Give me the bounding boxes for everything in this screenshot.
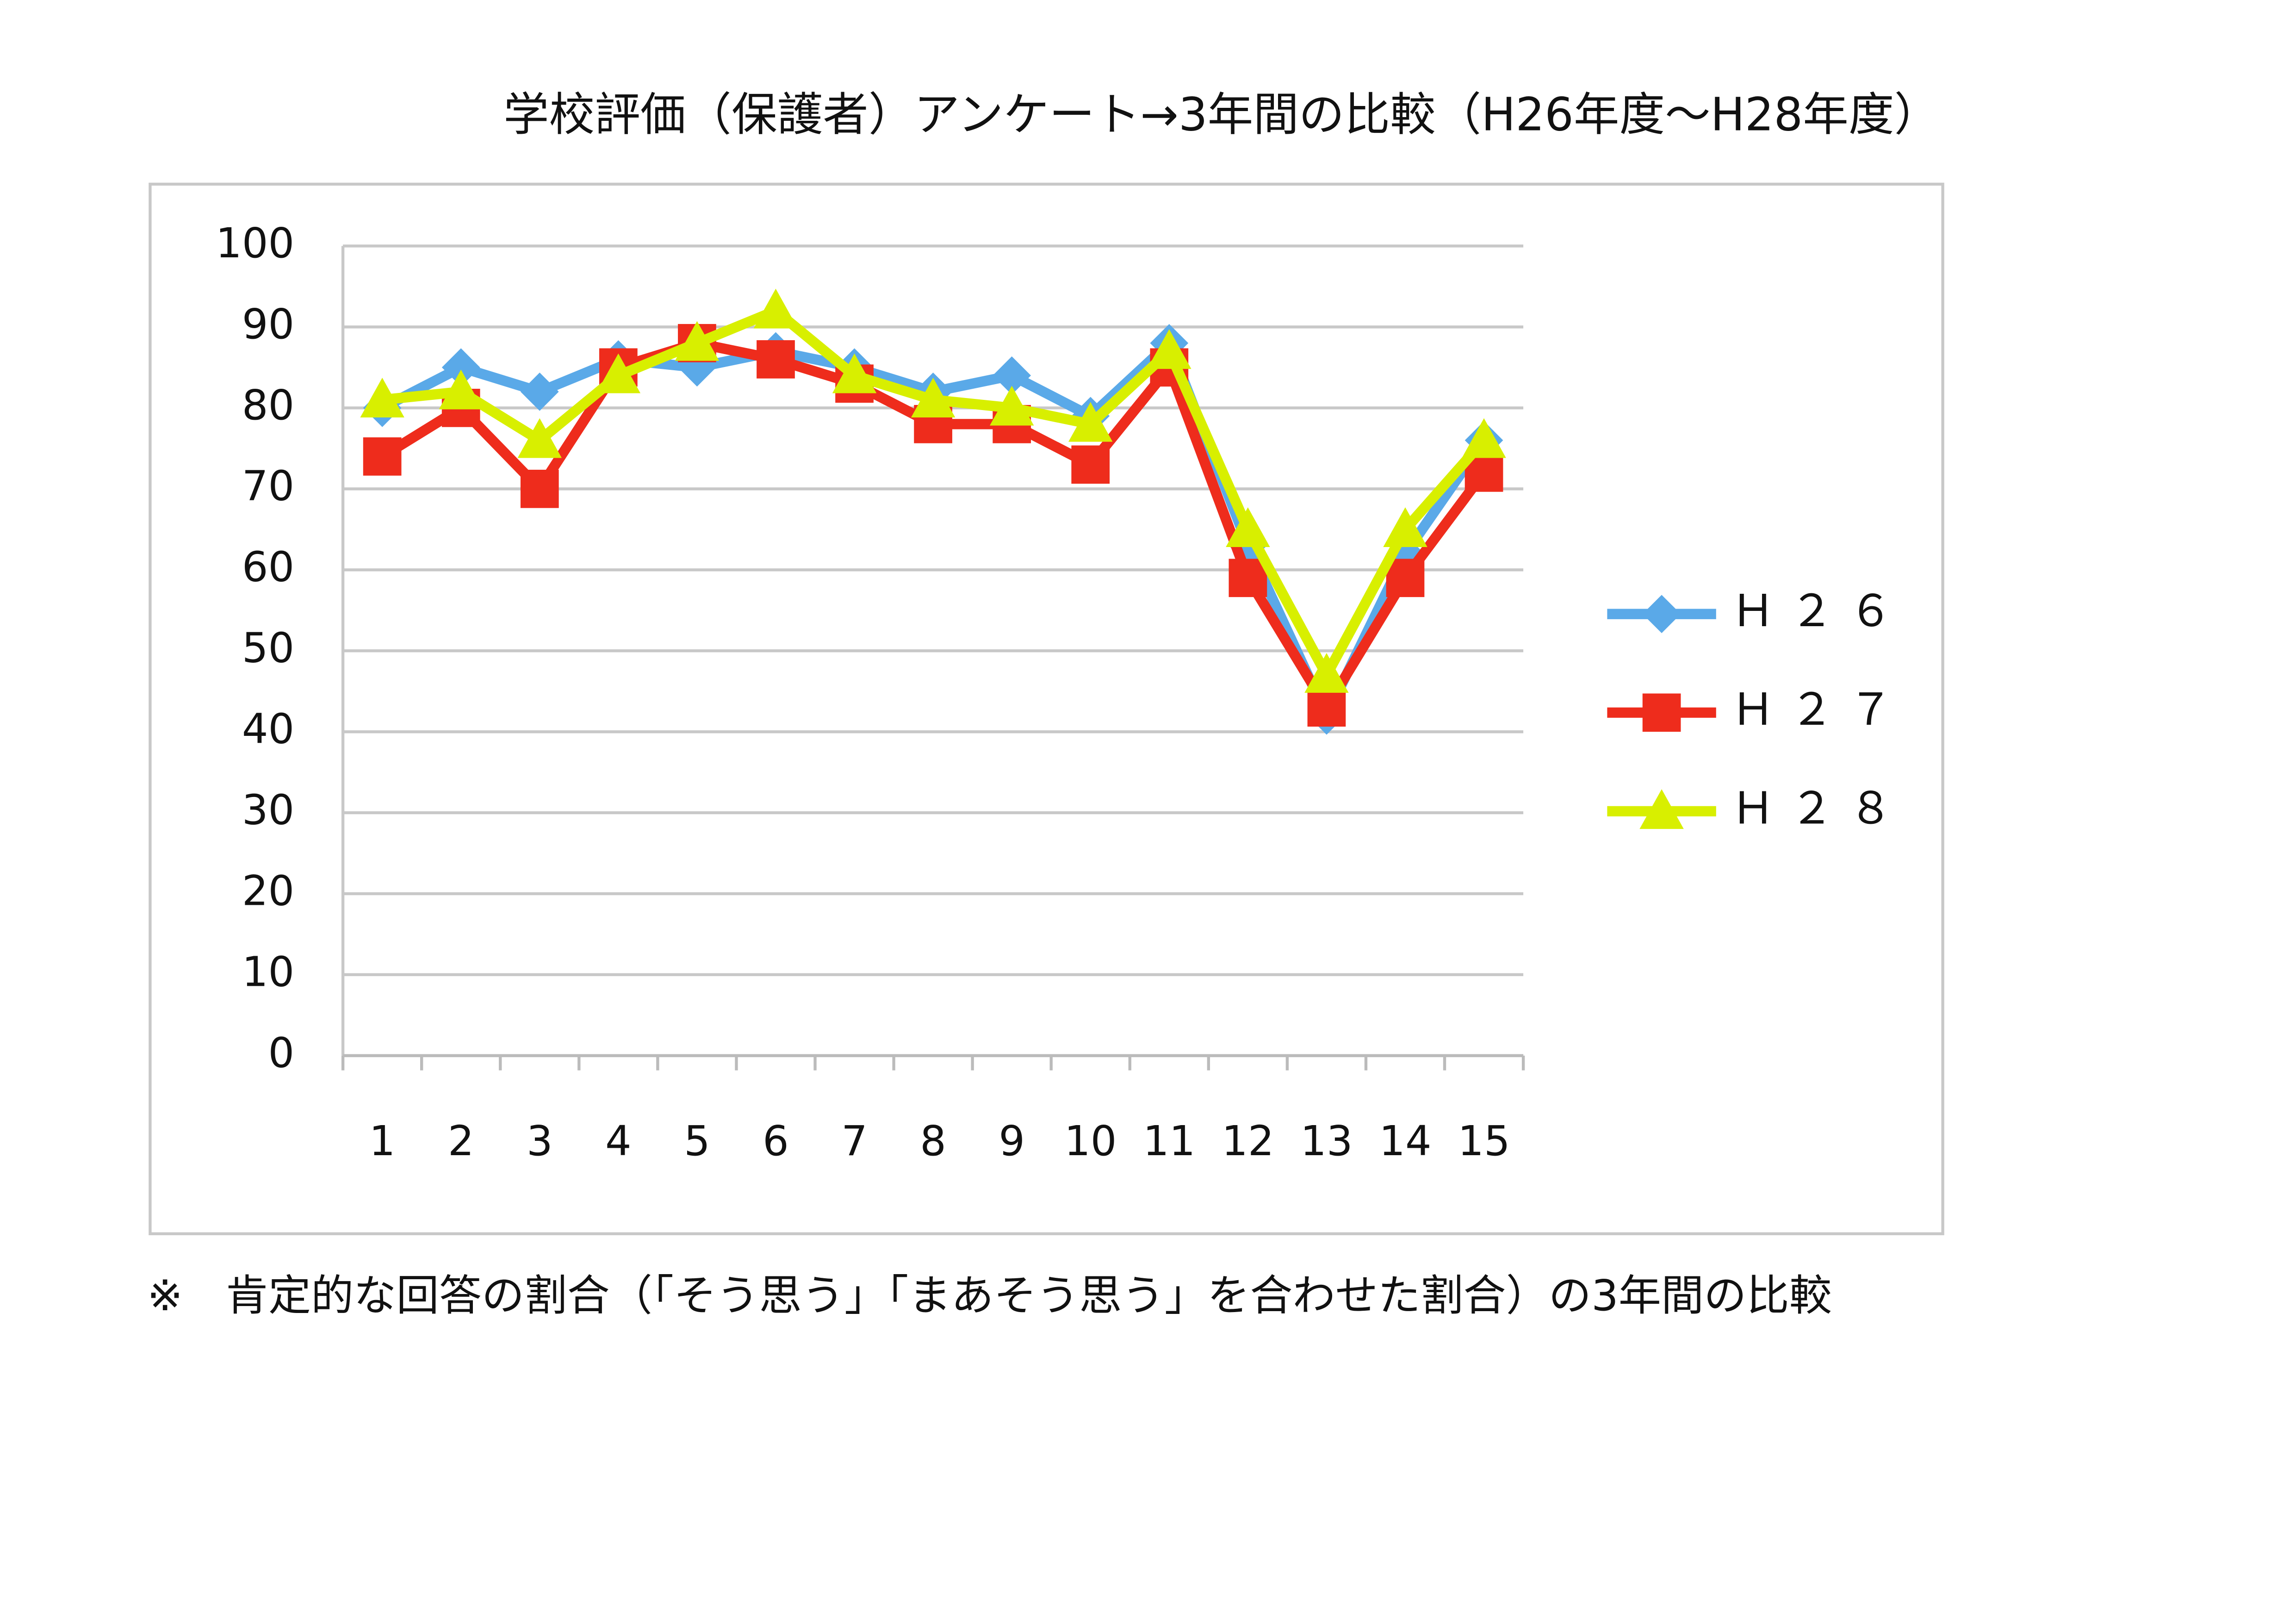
x-tick-label: 13: [1300, 1117, 1353, 1165]
chart-title: 学校評価（保護者）アンケート→3年間の比較（H26年度～H28年度）: [503, 88, 1940, 142]
x-tick-label: 15: [1458, 1117, 1510, 1165]
x-tick-label: 8: [920, 1117, 946, 1165]
point: [1462, 418, 1506, 458]
y-tick-label: 70: [242, 462, 294, 510]
y-tick-label: 40: [242, 705, 294, 753]
y-tick-label: 0: [268, 1029, 294, 1077]
y-tick-label: 10: [242, 948, 294, 996]
y-tick-label: 90: [242, 300, 294, 348]
point: [1304, 653, 1349, 693]
chart-frame: [149, 182, 1944, 1235]
point: [832, 353, 877, 393]
y-tick-label: 60: [242, 543, 294, 591]
point: [596, 353, 641, 393]
x-tick-label: 6: [763, 1117, 789, 1165]
y-tick-label: 100: [216, 219, 294, 268]
point: [520, 469, 559, 508]
x-tick-label: 7: [841, 1117, 868, 1165]
y-tick-label: 30: [242, 786, 294, 834]
legend-marker: [1639, 789, 1684, 829]
point: [1071, 445, 1110, 484]
point: [753, 288, 798, 329]
point: [1068, 402, 1113, 442]
point: [360, 378, 404, 418]
x-tick-label: 10: [1064, 1117, 1117, 1165]
x-tick-label: 4: [605, 1117, 632, 1165]
point: [911, 378, 956, 418]
legend-label: Ｈ２８: [1731, 782, 1908, 834]
x-tick-label: 3: [527, 1117, 553, 1165]
legend-marker: [1642, 693, 1681, 732]
y-tick-label: 80: [242, 381, 294, 429]
point: [757, 340, 795, 379]
x-tick-label: 2: [448, 1117, 474, 1165]
x-tick-label: 14: [1379, 1117, 1431, 1165]
x-tick-label: 5: [684, 1117, 710, 1165]
point: [363, 437, 402, 476]
x-tick-label: 1: [369, 1117, 396, 1165]
point: [1147, 329, 1191, 369]
point: [1307, 688, 1346, 727]
x-tick-label: 9: [999, 1117, 1025, 1165]
point: [517, 418, 562, 458]
legend-label: Ｈ２７: [1731, 684, 1908, 735]
point: [520, 373, 559, 411]
y-tick-label: 20: [242, 867, 294, 915]
point: [1229, 559, 1267, 597]
chart-note: ※ 肯定的な回答の割合（「そう思う」「まあそう思う」を合わせた割合）の3年間の比…: [147, 1270, 1832, 1320]
legend-label: Ｈ２６: [1731, 585, 1908, 637]
point: [1383, 507, 1427, 547]
x-tick-label: 12: [1222, 1117, 1274, 1165]
x-tick-label: 11: [1143, 1117, 1195, 1165]
point: [1386, 559, 1425, 597]
legend-marker: [1642, 595, 1681, 634]
point: [439, 369, 483, 410]
point: [993, 356, 1031, 395]
point: [989, 386, 1034, 426]
y-tick-label: 50: [242, 624, 294, 672]
point: [1226, 507, 1270, 547]
point: [675, 321, 720, 361]
